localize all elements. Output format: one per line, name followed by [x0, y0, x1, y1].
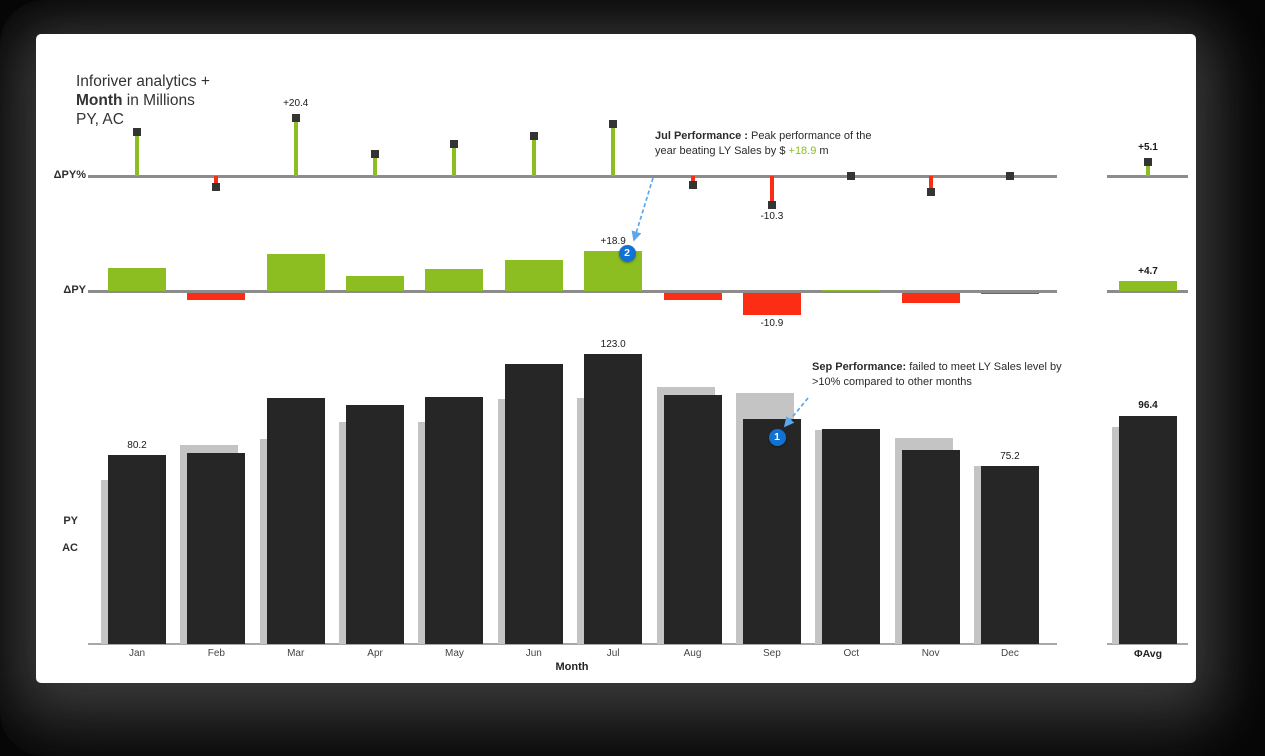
- x-tick-may: May: [444, 648, 464, 659]
- pin-delta-pct-jul-stem[interactable]: [611, 124, 616, 176]
- delta-pct-zero-line-avg: [1107, 174, 1188, 178]
- bar-delta-oct[interactable]: [822, 290, 881, 291]
- pin-delta-pct-mar-stem[interactable]: [293, 118, 298, 176]
- x-tick-apr: Apr: [367, 648, 383, 659]
- bar-delta-sep[interactable]: [742, 292, 801, 316]
- bar-delta-may[interactable]: [425, 268, 484, 291]
- pin-delta-pct-apr-stem[interactable]: [373, 154, 378, 176]
- label-ac-jul: 123.0: [600, 338, 626, 350]
- row-label-delta: ΔPY: [63, 284, 86, 296]
- row-label-delta-pct: ΔPY%: [53, 169, 86, 181]
- bar-ac-nov[interactable]: [901, 450, 960, 644]
- pin-delta-pct-jun-cap[interactable]: [529, 131, 538, 140]
- chart-title-line3: PY, AC: [76, 111, 124, 128]
- annotation-marker-1[interactable]: 1: [768, 428, 786, 446]
- pin-delta-pct-avg-cap[interactable]: [1144, 157, 1152, 166]
- x-axis-title: Month: [555, 661, 589, 673]
- label-ac-dec: 75.2: [1000, 450, 1020, 462]
- x-tick-sep: Sep: [762, 648, 781, 659]
- bar-delta-jan[interactable]: [108, 268, 166, 291]
- legend-py-label: PY: [63, 515, 78, 527]
- pin-delta-pct-jun-stem[interactable]: [531, 135, 536, 176]
- label-delta-pct-avg: +5.1: [1138, 141, 1158, 153]
- pin-delta-pct-jan-stem[interactable]: [135, 131, 139, 176]
- bar-ac-oct[interactable]: [822, 429, 881, 644]
- bar-delta-dec[interactable]: [980, 292, 1039, 294]
- pin-delta-pct-oct-cap[interactable]: [847, 172, 856, 180]
- pin-delta-pct-dec-cap[interactable]: [1005, 172, 1014, 180]
- pin-delta-pct-mar-cap[interactable]: [291, 114, 300, 123]
- pin-delta-pct-apr-cap[interactable]: [371, 150, 380, 159]
- x-tick-jun: Jun: [525, 648, 542, 659]
- pin-delta-pct-jul-cap[interactable]: [609, 120, 618, 129]
- pin-delta-pct-aug-cap[interactable]: [688, 180, 697, 189]
- jul-annotation-highlight: +18.9: [788, 144, 817, 157]
- sep-performance-annotation[interactable]: Sep Performance: failed to meet LY Sales…: [812, 361, 1062, 388]
- x-tick-mar: Mar: [287, 648, 305, 659]
- bar-ac-aug[interactable]: [663, 394, 722, 644]
- x-tick-oct: Oct: [843, 648, 860, 659]
- pin-delta-pct-nov-cap[interactable]: [926, 188, 935, 197]
- delta-pct-zero-line: [88, 174, 1057, 178]
- label-delta-avg: +4.7: [1138, 266, 1158, 278]
- bar-ac-jun[interactable]: [504, 364, 563, 644]
- bar-ac-dec[interactable]: [980, 466, 1039, 644]
- chart-title: Inforiver analytics + Month in Millions …: [76, 72, 210, 129]
- bar-delta-apr[interactable]: [346, 276, 405, 291]
- pin-delta-pct-feb-cap[interactable]: [212, 183, 221, 192]
- pin-delta-pct-feb-stem[interactable]: [214, 176, 219, 188]
- bar-ac-avg[interactable]: [1119, 416, 1177, 644]
- x-tick-jul: Jul: [606, 648, 620, 659]
- pin-delta-pct-sep-stem[interactable]: [769, 176, 774, 206]
- delta-zero-line-avg: [1107, 289, 1188, 293]
- bar-delta-nov[interactable]: [901, 292, 960, 303]
- label-delta-pct-mar: +20.4: [283, 98, 309, 110]
- bar-ac-sep[interactable]: [742, 418, 801, 644]
- x-tick-nov: Nov: [921, 648, 940, 659]
- pin-delta-pct-aug-stem[interactable]: [690, 176, 695, 185]
- bar-ac-mar[interactable]: [266, 397, 325, 644]
- chart-title-line2: Month in Millions: [76, 92, 195, 109]
- bar-delta-mar[interactable]: [266, 254, 325, 291]
- bar-ac-feb[interactable]: [187, 452, 246, 644]
- pin-delta-pct-may-cap[interactable]: [450, 139, 459, 148]
- bar-delta-avg[interactable]: [1119, 281, 1177, 291]
- bar-delta-jun[interactable]: [504, 260, 563, 291]
- x-tick-jan: Jan: [128, 648, 146, 659]
- annotation-marker-2[interactable]: 2: [618, 244, 636, 262]
- bar-ac-jan[interactable]: [108, 454, 166, 644]
- chart-title-line1: Inforiver analytics +: [76, 73, 210, 90]
- bar-delta-feb[interactable]: [187, 292, 246, 300]
- x-tick-feb: Feb: [207, 648, 225, 659]
- label-delta-pct-sep: -10.3: [760, 211, 784, 223]
- jul-annotation-title: Jul Performance :: [655, 130, 748, 142]
- bar-ac-may[interactable]: [425, 397, 484, 644]
- main-x-axis-line: [88, 643, 1057, 645]
- pin-delta-pct-sep-cap[interactable]: [767, 201, 776, 210]
- delta-zero-line: [88, 289, 1057, 293]
- label-delta-sep: -10.9: [760, 317, 784, 329]
- bar-ac-jul[interactable]: [584, 353, 643, 644]
- avg-x-axis-line: [1107, 643, 1188, 645]
- label-ac-avg: 96.4: [1138, 400, 1158, 412]
- pin-delta-pct-avg-stem[interactable]: [1146, 161, 1150, 176]
- label-delta-jul: +18.9: [600, 236, 626, 248]
- x-tick-aug: Aug: [683, 648, 702, 659]
- jul-performance-annotation[interactable]: Jul Performance : Peak performance of th…: [655, 130, 872, 157]
- avg-column-label: ΦAvg: [1133, 648, 1163, 660]
- bar-delta-aug[interactable]: [663, 292, 722, 300]
- x-tick-dec: Dec: [1001, 648, 1019, 659]
- label-ac-jan: 80.2: [127, 439, 147, 451]
- sep-annotation-title: Sep Performance:: [812, 361, 907, 373]
- bar-ac-apr[interactable]: [346, 405, 405, 644]
- legend-ac-label: AC: [62, 542, 78, 554]
- pin-delta-pct-jan-cap[interactable]: [133, 127, 141, 136]
- pin-delta-pct-nov-stem[interactable]: [928, 176, 933, 193]
- pin-delta-pct-may-stem[interactable]: [452, 143, 457, 176]
